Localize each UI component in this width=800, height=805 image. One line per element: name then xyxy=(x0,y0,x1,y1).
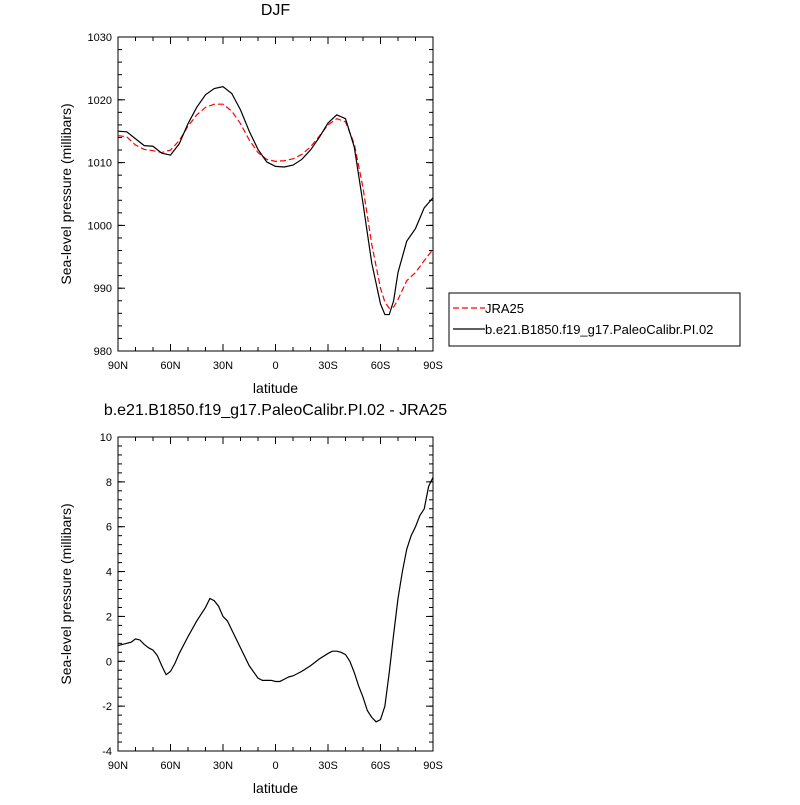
x-tick-label: 30S xyxy=(318,760,338,772)
y-tick-label: 980 xyxy=(94,346,112,358)
x-axis-title: latitude xyxy=(253,380,298,396)
y-tick-label: 0 xyxy=(106,656,112,668)
x-tick-label: 60N xyxy=(160,360,180,372)
y-tick-label: 1020 xyxy=(88,95,112,107)
y-tick-label: 10 xyxy=(100,432,112,444)
legend-box xyxy=(448,292,741,347)
y-tick-label: 1030 xyxy=(88,32,112,44)
bottom-panel-difference: 90N 60N 30N 0 30S 60S 90S -4 -2 0 2 4 6 8 10 b.e21.B185… xyxy=(58,402,447,796)
y-tick-label: 8 xyxy=(106,477,112,489)
x-tick-label: 90N xyxy=(108,760,128,772)
y-tick-label: -4 xyxy=(102,746,112,758)
x-tick-label: 30N xyxy=(213,360,233,372)
y-tick-label: -2 xyxy=(102,701,112,713)
y-tick-label: 990 xyxy=(94,283,112,295)
legend-label-1: b.e21.B1850.f19_g17.PaleoCalibr.PI.02 xyxy=(485,322,713,337)
chart-title: DJF xyxy=(261,2,291,19)
plot-frame xyxy=(117,36,434,352)
legend: JRA25 b.e21.B1850.f19_g17.PaleoCalibr.PI.… xyxy=(448,292,741,347)
y-tick-label: 1010 xyxy=(88,158,112,170)
x-axis-title: latitude xyxy=(253,780,298,796)
x-tick-label: 60N xyxy=(160,760,180,772)
series-line-1 xyxy=(117,85,434,316)
y-tick-label: 6 xyxy=(106,522,112,534)
chart-title: b.e21.B1850.f19_g17.PaleoCalibr.PI.02 - … xyxy=(104,402,447,419)
x-tick-label: 60S xyxy=(371,760,391,772)
y-tick-label: 2 xyxy=(106,611,112,623)
x-tick-label: 0 xyxy=(272,360,278,372)
top-panel-djf-slp: 90N 60N 30N 0 30S 60S 90S 980 990 1000 1010 1020 103… xyxy=(58,2,443,396)
series-line-0 xyxy=(117,103,434,309)
x-tick-label: 90N xyxy=(108,360,128,372)
y-tick-label: 1000 xyxy=(88,220,112,232)
x-tick-label: 0 xyxy=(272,760,278,772)
legend-label-0: JRA25 xyxy=(485,301,524,316)
series-line-0 xyxy=(117,477,434,723)
y-tick-label: 4 xyxy=(106,567,112,579)
x-tick-label: 30N xyxy=(213,760,233,772)
y-axis-title: Sea-level pressure (millibars) xyxy=(58,103,74,284)
x-tick-label: 90S xyxy=(423,360,443,372)
x-tick-label: 30S xyxy=(318,360,338,372)
y-axis-title: Sea-level pressure (millibars) xyxy=(58,503,74,684)
x-tick-label: 90S xyxy=(423,760,443,772)
x-tick-label: 60S xyxy=(371,360,391,372)
